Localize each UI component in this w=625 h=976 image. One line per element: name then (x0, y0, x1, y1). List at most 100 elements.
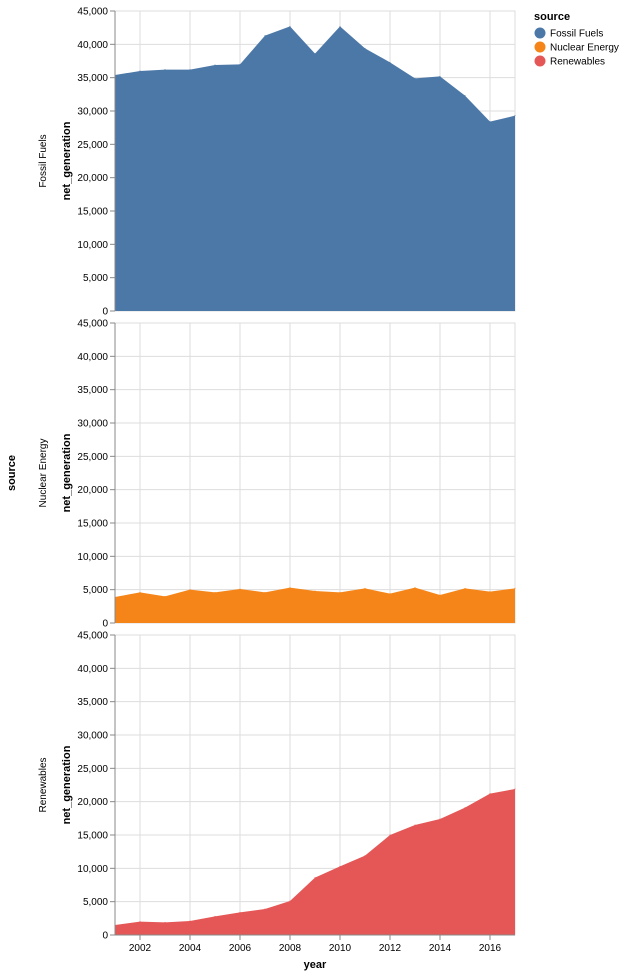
legend-swatch-renewables (534, 55, 546, 67)
data-point (364, 587, 366, 589)
y-tick-label: 35,000 (77, 385, 108, 396)
data-point (464, 807, 466, 809)
data-point (139, 591, 141, 593)
data-point (464, 95, 466, 97)
row-label-renewables: Renewables (38, 757, 49, 812)
data-point (189, 69, 191, 71)
data-point (214, 591, 216, 593)
data-point (389, 834, 391, 836)
data-point (414, 77, 416, 79)
y-axis-title: net_generation (61, 433, 73, 512)
data-point (514, 587, 516, 589)
data-point (364, 855, 366, 857)
data-point (189, 920, 191, 922)
data-point (414, 824, 416, 826)
data-point (314, 53, 316, 55)
x-tick-label: 2010 (329, 943, 352, 954)
legend-label-fossil-fuels: Fossil Fuels (550, 29, 603, 40)
data-point (289, 25, 291, 27)
data-point (289, 587, 291, 589)
y-tick-label: 40,000 (77, 40, 108, 51)
data-point (289, 900, 291, 902)
x-tick-label: 2002 (129, 943, 152, 954)
data-point (439, 75, 441, 77)
legend-swatch-fossil-fuels (534, 27, 546, 39)
data-point (164, 595, 166, 597)
data-point (239, 63, 241, 65)
y-tick-label: 5,000 (83, 273, 108, 284)
data-point (339, 25, 341, 27)
data-point (514, 788, 516, 790)
data-point (314, 590, 316, 592)
legend: source Fossil Fuels Nuclear Energy Renewab… (534, 11, 619, 68)
y-tick-label: 20,000 (77, 485, 108, 496)
legend-title: source (534, 11, 570, 23)
y-tick-label: 30,000 (77, 419, 108, 430)
y-tick-label: 10,000 (77, 864, 108, 875)
data-point (139, 70, 141, 72)
y-tick-label: 20,000 (77, 797, 108, 808)
y-tick-label: 15,000 (77, 207, 108, 218)
legend-label-nuclear-energy: Nuclear Energy (550, 43, 619, 54)
y-tick-label: 10,000 (77, 240, 108, 251)
data-point (514, 115, 516, 117)
data-point (389, 61, 391, 63)
data-point (339, 865, 341, 867)
y-tick-label: 30,000 (77, 107, 108, 118)
data-point (314, 877, 316, 879)
data-point (339, 591, 341, 593)
y-tick-label: 25,000 (77, 140, 108, 151)
y-tick-label: 25,000 (77, 452, 108, 463)
data-point (489, 793, 491, 795)
chart-panels: 0 5,000 10,000 15,000 20,000 25,000 30,000 35,0… (38, 7, 516, 954)
y-tick-label: 35,000 (77, 697, 108, 708)
y-tick-label: 25,000 (77, 764, 108, 775)
y-tick-label: 30,000 (77, 731, 108, 742)
y-tick-label: 45,000 (77, 319, 108, 330)
x-tick-label: 2016 (479, 943, 502, 954)
data-point (139, 921, 141, 923)
area-nuclear-energy (115, 587, 515, 623)
data-point (189, 589, 191, 591)
x-tick-label: 2004 (179, 943, 202, 954)
y-tick-label: 15,000 (77, 831, 108, 842)
data-point (439, 594, 441, 596)
y-tick-label: 40,000 (77, 664, 108, 675)
panel-renewables: 0 5,000 10,000 15,000 20,000 25,000 30,000 35,0… (38, 631, 516, 954)
row-label-nuclear-energy: Nuclear Energy (38, 439, 49, 508)
data-point (239, 588, 241, 590)
panel-fossil-fuels: 0 5,000 10,000 15,000 20,000 25,000 30,000 35,0… (38, 7, 516, 318)
data-point (414, 587, 416, 589)
x-tick-label: 2006 (229, 943, 252, 954)
y-tick-label: 0 (102, 307, 108, 318)
data-point (264, 591, 266, 593)
data-point (214, 915, 216, 917)
y-tick-label: 40,000 (77, 352, 108, 363)
x-axis-title: year (304, 959, 327, 971)
y-tick-label: 0 (102, 931, 108, 942)
area-fossil-fuels (115, 26, 515, 311)
y-axis-title: net_generation (61, 121, 73, 200)
legend-label-renewables: Renewables (550, 57, 605, 68)
y-tick-label: 45,000 (77, 631, 108, 642)
panel-frame (114, 322, 516, 624)
legend-swatch-nuclear-energy (534, 41, 546, 53)
x-tick-label: 2008 (279, 943, 302, 954)
y-tick-label: 5,000 (83, 897, 108, 908)
x-tick-label: 2012 (379, 943, 402, 954)
data-point (464, 587, 466, 589)
data-point (489, 591, 491, 593)
y-tick-label: 45,000 (77, 7, 108, 18)
y-axis-title: net_generation (61, 745, 73, 824)
y-tick-label: 35,000 (77, 73, 108, 84)
y-tick-label: 15,000 (77, 519, 108, 530)
y-tick-label: 5,000 (83, 585, 108, 596)
y-tick-label: 0 (102, 619, 108, 630)
y-tick-label: 20,000 (77, 173, 108, 184)
data-point (214, 64, 216, 66)
data-point (264, 35, 266, 37)
data-point (164, 69, 166, 71)
y-tick-label: 10,000 (77, 552, 108, 563)
data-point (164, 921, 166, 923)
